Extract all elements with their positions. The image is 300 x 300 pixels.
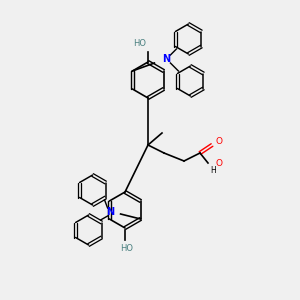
Text: H: H (210, 166, 216, 175)
Text: HO: HO (134, 39, 146, 48)
Text: HO: HO (121, 244, 134, 253)
Text: N: N (106, 207, 115, 217)
Text: O: O (215, 137, 222, 146)
Text: O: O (216, 160, 223, 169)
Text: N: N (162, 54, 170, 64)
